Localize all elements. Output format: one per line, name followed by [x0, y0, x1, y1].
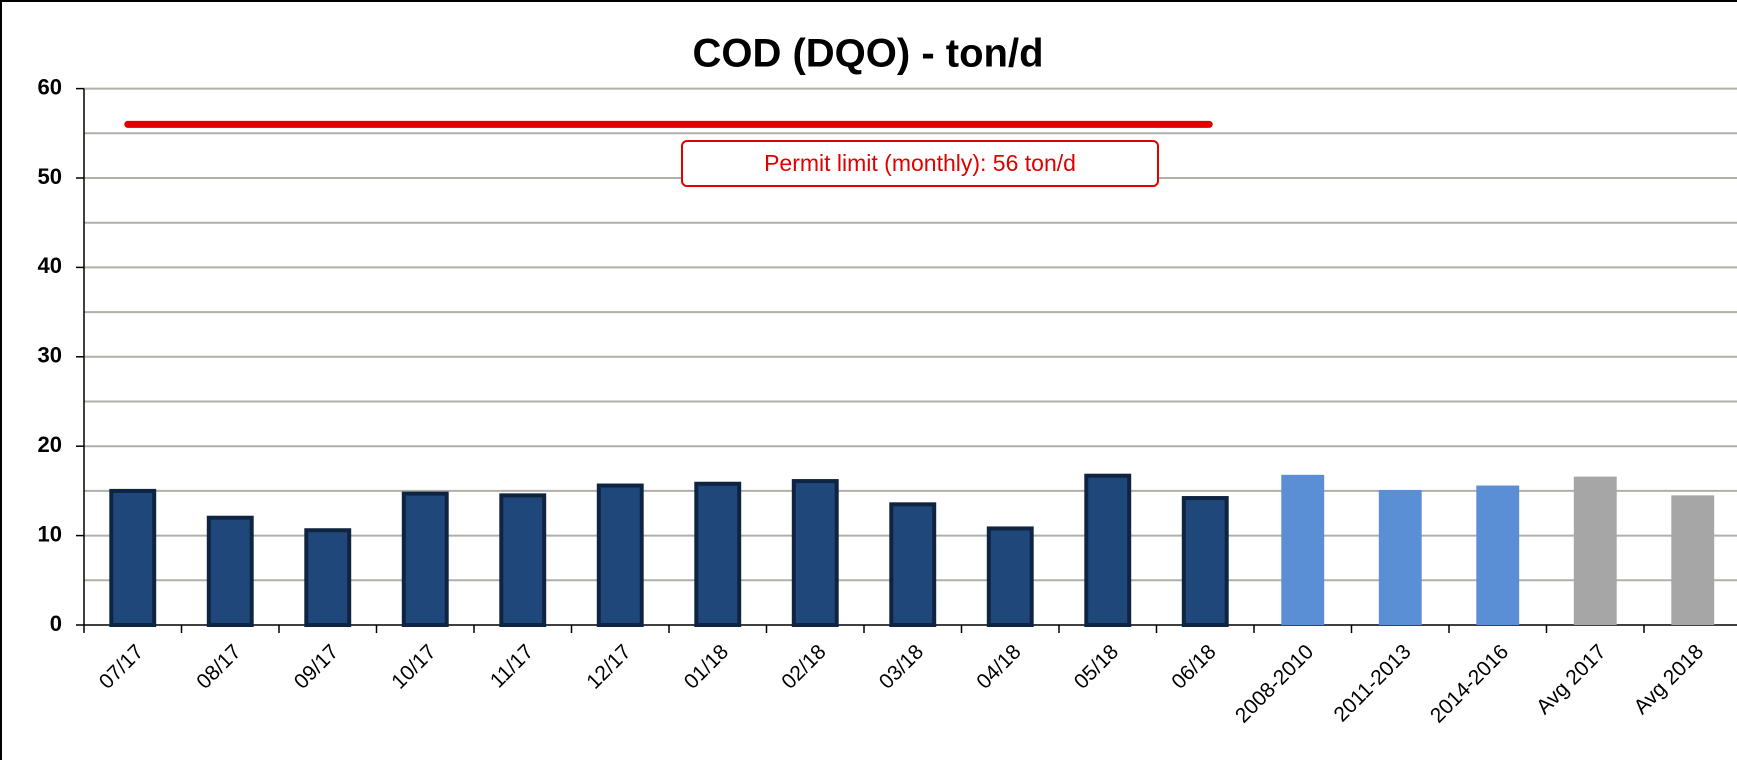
bar — [109, 488, 157, 627]
x-tick-label: 08/17 — [192, 640, 245, 693]
x-tick-label: 02/18 — [777, 640, 830, 693]
chart-title: COD (DQO) - ton/d — [692, 32, 1043, 76]
x-tick-label: 09/17 — [290, 640, 343, 693]
x-tick-label: 03/18 — [875, 640, 928, 693]
bar — [401, 491, 449, 627]
x-tick-label: 04/18 — [972, 640, 1025, 693]
bar — [1084, 473, 1132, 627]
bar — [1281, 474, 1325, 625]
bar — [596, 483, 644, 628]
x-tick-label: Avg 2018 — [1629, 640, 1708, 719]
bar — [1573, 476, 1617, 625]
bar — [889, 502, 937, 627]
bar — [206, 515, 254, 627]
x-tick-label: 11/17 — [486, 640, 538, 692]
y-tick-label: 50 — [38, 164, 62, 189]
bar — [1181, 496, 1229, 627]
x-tick-label: Avg 2017 — [1532, 640, 1611, 719]
x-tick-label: 06/18 — [1167, 640, 1220, 693]
x-tick-label: 2011-2013 — [1330, 640, 1416, 726]
bar — [694, 481, 742, 627]
bar — [986, 526, 1034, 627]
y-tick-label: 60 — [38, 74, 62, 99]
y-tick-label: 0 — [50, 611, 62, 636]
y-tick-label: 30 — [38, 343, 62, 368]
x-tick-label: 05/18 — [1070, 640, 1123, 693]
bar — [791, 479, 839, 628]
y-tick-label: 40 — [38, 253, 62, 278]
bar — [1476, 485, 1520, 625]
threshold-label: Permit limit (monthly): 56 ton/d — [764, 150, 1076, 176]
x-tick-label: 10/17 — [387, 640, 440, 693]
x-tick-label: 2008-2010 — [1231, 640, 1318, 727]
threshold-label-box — [681, 140, 1159, 187]
bar — [499, 493, 547, 627]
bar — [1671, 495, 1715, 625]
bar — [304, 528, 352, 628]
x-tick-label: 07/17 — [95, 640, 148, 693]
y-tick-label: 20 — [38, 432, 62, 457]
x-tick-label: 01/18 — [680, 640, 733, 693]
x-tick-label: 12/17 — [582, 640, 635, 693]
x-tick-label: 2014-2016 — [1426, 640, 1513, 727]
bar — [1378, 490, 1422, 625]
y-tick-label: 10 — [38, 521, 62, 546]
